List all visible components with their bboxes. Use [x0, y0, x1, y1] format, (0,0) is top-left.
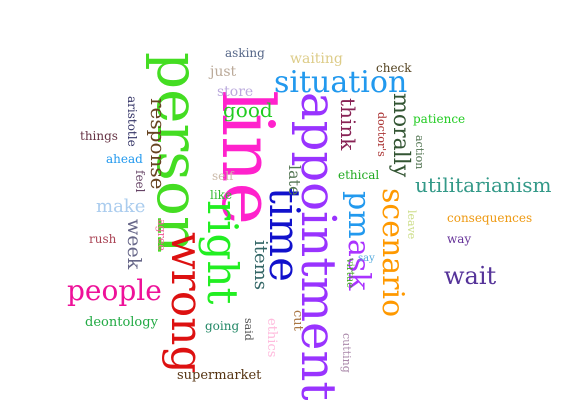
word-leave: leave: [405, 210, 418, 240]
word-said: said: [242, 318, 255, 341]
word-right: right: [198, 200, 247, 305]
word-utilitarianism: utilitarianism: [415, 173, 552, 197]
word-virtue: virtue: [344, 258, 355, 289]
word-doctors: doctor's: [375, 112, 388, 157]
word-patience: patience: [413, 112, 466, 126]
word-like: like: [210, 188, 233, 202]
word-response: response: [146, 98, 170, 190]
word-wait: wait: [444, 262, 497, 290]
word-aristotle: aristotle: [125, 96, 139, 147]
word-things: things: [80, 129, 118, 143]
word-say: say: [358, 253, 375, 264]
word-morally: morally: [388, 93, 413, 178]
word-rush: rush: [89, 232, 117, 246]
word-deontology: deontology: [85, 315, 158, 330]
word-make: make: [96, 196, 146, 217]
word-items: items: [250, 240, 271, 290]
word-ethical: ethical: [338, 168, 380, 182]
word-just: just: [210, 64, 237, 80]
word-cutting: cutting: [340, 333, 353, 373]
word-check: check: [376, 61, 412, 75]
word-situation: situation: [274, 65, 408, 100]
word-supermarket: supermarket: [177, 368, 262, 383]
word-people: people: [67, 274, 162, 307]
word-asking: asking: [225, 46, 265, 60]
word-consequences: consequences: [447, 211, 533, 225]
word-self: self: [212, 169, 234, 183]
word-scenario: scenario: [375, 188, 410, 318]
word-ethics: ethics: [264, 318, 279, 358]
word-week: week: [123, 219, 145, 270]
word-late: late: [285, 165, 304, 196]
word-pm: pm: [341, 191, 376, 239]
word-agree: agree: [155, 219, 168, 251]
word-ahead: ahead: [106, 152, 143, 166]
word-think: think: [336, 98, 360, 151]
word-cut: cut: [290, 310, 305, 331]
word-way: way: [447, 232, 472, 246]
word-good: good: [223, 98, 273, 122]
word-waiting: waiting: [290, 51, 343, 67]
word-action: action: [413, 135, 426, 170]
word-going: going: [205, 319, 240, 333]
word-feel: feel: [133, 170, 147, 193]
word-store: store: [217, 84, 254, 100]
